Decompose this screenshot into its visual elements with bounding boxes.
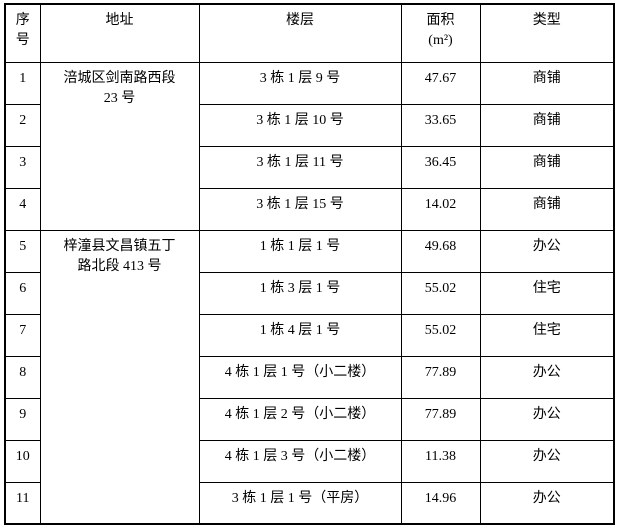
property-table: 序 号 地址 楼层 面积 (m²) 类型 1 涪城区剑南路西段 23 号 3 栋… (4, 3, 615, 525)
table-row: 6 1 栋 3 层 1 号 55.02 住宅 (4, 271, 615, 315)
cell-no: 1 (4, 61, 41, 105)
cell-type: 办公 (479, 439, 615, 483)
address-line: 路北段 413 号 (77, 258, 162, 274)
cell-type: 办公 (479, 481, 615, 525)
table-row: 7 1 栋 4 层 1 号 55.02 住宅 (4, 313, 615, 357)
cell-type: 商铺 (479, 145, 615, 189)
cell-type: 办公 (479, 229, 615, 273)
table-row: 9 4 栋 1 层 2 号（小二楼） 77.89 办公 (4, 397, 615, 441)
cell-type: 商铺 (479, 61, 615, 105)
cell-area: 49.68 (400, 229, 481, 273)
cell-type: 住宅 (479, 271, 615, 315)
cell-no: 9 (4, 397, 41, 441)
cell-floor: 1 栋 3 层 1 号 (198, 271, 402, 315)
cell-floor: 3 栋 1 层 10 号 (198, 103, 402, 147)
table-row: 4 3 栋 1 层 15 号 14.02 商铺 (4, 187, 615, 231)
table-row: 1 涪城区剑南路西段 23 号 3 栋 1 层 9 号 47.67 商铺 (4, 61, 615, 231)
cell-area: 77.89 (400, 355, 481, 399)
table-row: 5 梓潼县文昌镇五丁 路北段 413 号 1 栋 1 层 1 号 49.68 办… (4, 229, 615, 525)
cell-address-group-1: 涪城区剑南路西段 23 号 (39, 61, 200, 231)
cell-type: 办公 (479, 355, 615, 399)
cell-type: 商铺 (479, 187, 615, 231)
cell-area: 14.02 (400, 187, 481, 231)
cell-floor: 1 栋 4 层 1 号 (198, 313, 402, 357)
column-header-floor: 楼层 (198, 3, 402, 63)
cell-no: 3 (4, 145, 41, 189)
cell-area: 33.65 (400, 103, 481, 147)
cell-type: 商铺 (479, 103, 615, 147)
cell-no: 4 (4, 187, 41, 231)
cell-no: 8 (4, 355, 41, 399)
table-row: 3 3 栋 1 层 11 号 36.45 商铺 (4, 145, 615, 189)
cell-no: 11 (4, 481, 41, 525)
column-header-type: 类型 (479, 3, 615, 63)
cell-area: 55.02 (400, 271, 481, 315)
address-line: 涪城区剑南路西段 (63, 70, 176, 86)
cell-no: 5 (4, 229, 41, 273)
cell-floor: 3 栋 1 层 15 号 (198, 187, 402, 231)
cell-area: 14.96 (400, 481, 481, 525)
cell-floor: 3 栋 1 层 9 号 (198, 61, 402, 105)
column-header-no: 序 号 (4, 3, 41, 63)
cell-area: 36.45 (400, 145, 481, 189)
cell-address-group-2: 梓潼县文昌镇五丁 路北段 413 号 (39, 229, 200, 525)
cell-floor: 4 栋 1 层 3 号（小二楼） (198, 439, 402, 483)
cell-no: 7 (4, 313, 41, 357)
table-header-row: 序 号 地址 楼层 面积 (m²) 类型 (4, 3, 615, 63)
column-header-no-line: 号 (15, 33, 30, 48)
cell-floor: 3 栋 1 层 1 号（平房） (198, 481, 402, 525)
cell-area: 11.38 (400, 439, 481, 483)
cell-floor: 3 栋 1 层 11 号 (198, 145, 402, 189)
address-line: 23 号 (103, 90, 136, 106)
column-header-address: 地址 (39, 3, 200, 63)
cell-type: 住宅 (479, 313, 615, 357)
cell-floor: 4 栋 1 层 1 号（小二楼） (198, 355, 402, 399)
cell-area: 77.89 (400, 397, 481, 441)
column-header-area-line: 面积 (426, 13, 455, 28)
column-header-area-line: (m²) (428, 33, 453, 48)
cell-floor: 4 栋 1 层 2 号（小二楼） (198, 397, 402, 441)
cell-type: 办公 (479, 397, 615, 441)
column-header-no-line: 序 (15, 13, 30, 28)
table-row: 11 3 栋 1 层 1 号（平房） 14.96 办公 (4, 481, 615, 525)
cell-floor: 1 栋 1 层 1 号 (198, 229, 402, 273)
column-header-area: 面积 (m²) (400, 3, 481, 63)
cell-no: 6 (4, 271, 41, 315)
cell-no: 2 (4, 103, 41, 147)
table-row: 8 4 栋 1 层 1 号（小二楼） 77.89 办公 (4, 355, 615, 399)
cell-no: 10 (4, 439, 41, 483)
address-line: 梓潼县文昌镇五丁 (63, 238, 176, 254)
cell-area: 55.02 (400, 313, 481, 357)
cell-area: 47.67 (400, 61, 481, 105)
